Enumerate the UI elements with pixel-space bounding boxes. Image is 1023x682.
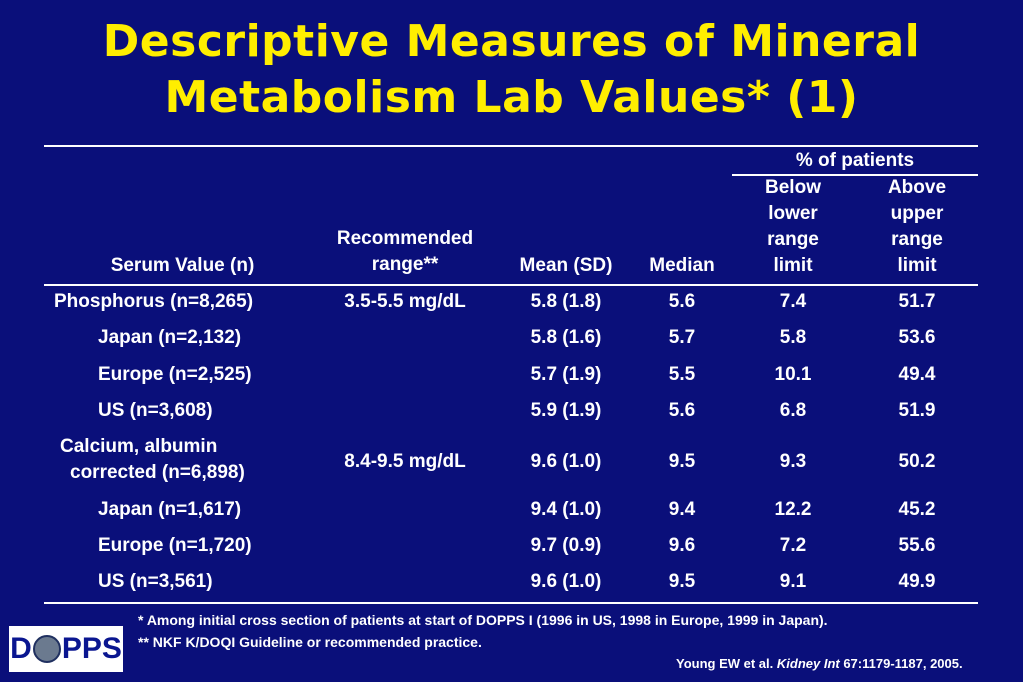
- row-mean: 5.7 (1.9): [530, 364, 602, 385]
- slide-title: Descriptive Measures of Mineral Metaboli…: [0, 14, 1023, 126]
- col-header-serum: Serum Value (n): [110, 255, 255, 276]
- row-mean: 5.8 (1.8): [530, 291, 602, 312]
- globe-icon: [32, 635, 61, 663]
- row-median: 5.6: [668, 400, 696, 421]
- row-above: 50.2: [898, 451, 936, 472]
- col-header-above-3: range: [891, 229, 943, 250]
- group-header-percent-patients: % of patients: [795, 150, 915, 171]
- row-below: 7.4: [779, 291, 807, 312]
- col-header-below-4: limit: [773, 255, 813, 276]
- citation-journal: Kidney Int: [776, 656, 840, 671]
- row-above: 55.6: [898, 535, 936, 556]
- row-name: US (n=3,561): [98, 571, 213, 592]
- row-above: 45.2: [898, 499, 936, 520]
- title-line-1: Descriptive Measures of Mineral: [102, 16, 921, 67]
- col-header-below-1: Below: [765, 177, 821, 198]
- row-mean: 5.9 (1.9): [530, 400, 602, 421]
- row-below: 5.8: [779, 327, 807, 348]
- logo-right: PPS: [61, 632, 122, 665]
- col-header-below-2: lower: [768, 203, 818, 224]
- row-name: Europe (n=2,525): [98, 364, 252, 385]
- dopps-logo: D PPS: [9, 626, 123, 672]
- row-mean: 5.8 (1.6): [530, 327, 602, 348]
- row-mean: 9.7 (0.9): [530, 535, 602, 556]
- logo-left: D: [10, 632, 32, 665]
- col-header-above: Above upper range limit: [862, 175, 972, 279]
- col-header-recommended-line2: range**: [371, 254, 439, 275]
- citation: Young EW et al. Kidney Int 67:1179-1187,…: [676, 656, 963, 671]
- col-header-above-1: Above: [887, 177, 947, 198]
- row-median: 5.6: [668, 291, 696, 312]
- row-below: 7.2: [779, 535, 807, 556]
- row-above: 53.6: [898, 327, 936, 348]
- citation-authors: Young EW et al.: [676, 656, 777, 671]
- col-header-recommended-line1: Recommended: [336, 228, 474, 249]
- title-line-2: Metabolism Lab Values* (1): [164, 72, 859, 123]
- col-header-below-3: range: [767, 229, 819, 250]
- table-top-rule: [44, 145, 978, 147]
- col-header-recommended: Recommended range**: [305, 226, 505, 278]
- row-median: 9.6: [668, 535, 696, 556]
- row-mean: 9.6 (1.0): [530, 571, 602, 592]
- row-above: 51.9: [898, 400, 936, 421]
- col-header-mean: Mean (SD): [519, 255, 613, 276]
- dopps-logo-text: D PPS: [10, 632, 122, 666]
- col-header-below: Below lower range limit: [738, 175, 848, 279]
- row-below: 6.8: [779, 400, 807, 421]
- row-median: 5.7: [668, 327, 696, 348]
- row-mean: 9.6 (1.0): [530, 451, 602, 472]
- row-range: 3.5-5.5 mg/dL: [344, 291, 466, 312]
- row-below: 9.3: [779, 451, 807, 472]
- row-median: 9.5: [668, 571, 696, 592]
- table-bottom-rule: [44, 602, 978, 604]
- footnote-1: * Among initial cross section of patient…: [138, 612, 828, 628]
- row-name: Japan (n=2,132): [98, 327, 242, 348]
- row-mean: 9.4 (1.0): [530, 499, 602, 520]
- row-name: Japan (n=1,617): [98, 499, 242, 520]
- footnote-2: ** NKF K/DOQI Guideline or recommended p…: [138, 634, 482, 650]
- row-median: 9.4: [668, 499, 696, 520]
- row-median: 9.5: [668, 451, 696, 472]
- col-header-median: Median: [649, 255, 715, 276]
- row-name: US (n=3,608): [98, 400, 213, 421]
- row-below: 12.2: [774, 499, 812, 520]
- row-above: 51.7: [898, 291, 936, 312]
- group-header-rule: [732, 174, 978, 176]
- col-header-above-4: limit: [897, 255, 937, 276]
- header-bottom-rule: [44, 284, 978, 286]
- row-range: 8.4-9.5 mg/dL: [344, 451, 466, 472]
- row-name: Calcium, albumin: [60, 436, 218, 457]
- row-name: Europe (n=1,720): [98, 535, 252, 556]
- row-name: Phosphorus (n=8,265): [54, 291, 254, 312]
- row-below: 10.1: [774, 364, 812, 385]
- row-above: 49.4: [898, 364, 936, 385]
- row-above: 49.9: [898, 571, 936, 592]
- row-below: 9.1: [779, 571, 807, 592]
- col-header-above-2: upper: [890, 203, 944, 224]
- citation-ref: 67:1179-1187, 2005.: [839, 656, 963, 671]
- row-median: 5.5: [668, 364, 696, 385]
- row-name-line2: corrected (n=6,898): [70, 462, 245, 483]
